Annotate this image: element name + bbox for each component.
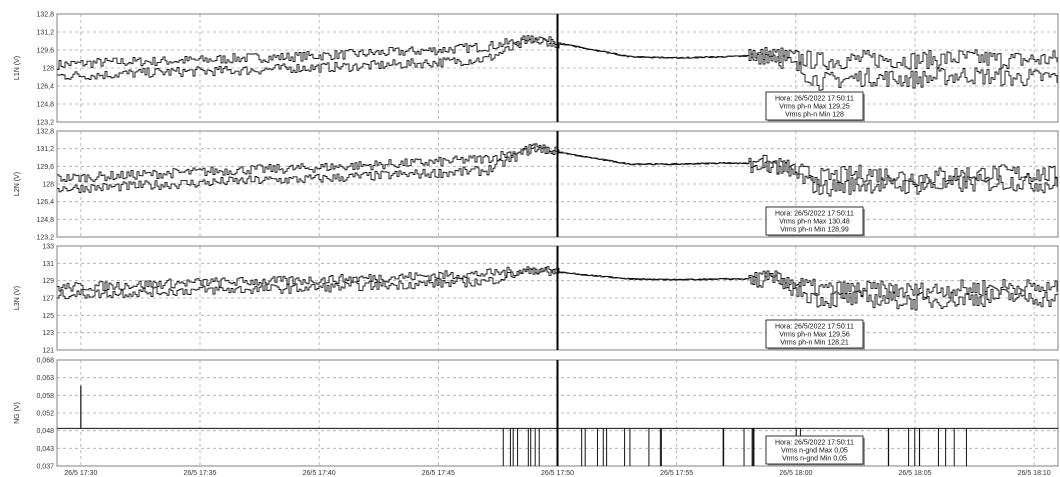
tooltip-line: Vrms ph-n Max 129,25 bbox=[779, 104, 850, 111]
tooltip-frame bbox=[765, 206, 864, 236]
y-tick-label: 125 bbox=[42, 313, 54, 320]
y-axis-label: L3N (V) bbox=[14, 286, 21, 310]
panel-1: 132,8 131,2 129,6 128 126,4 124,8 123,2 L1N (V)… bbox=[14, 12, 1059, 127]
y-tick-label: 127 bbox=[42, 296, 54, 303]
x-tick-label: 26/5 17:40 bbox=[303, 470, 336, 477]
panel-4: 0,068 0,063 0,058 0,052 0,048 0,043 0,037 NG (V… bbox=[14, 358, 1059, 471]
y-tick-label: 128 bbox=[42, 66, 54, 73]
y-tick-label: 129 bbox=[42, 278, 54, 285]
y-tick-label: 0,063 bbox=[36, 375, 54, 382]
series-line-2 bbox=[57, 35, 1058, 91]
tooltip-line: Hora: 26/5/2022 17:50:11 bbox=[775, 324, 854, 331]
y-tick-label: 132,8 bbox=[36, 129, 54, 136]
tooltip-line: Vrms ph-n Max 130,48 bbox=[779, 219, 850, 226]
x-tick-label: 26/5 18:10 bbox=[1018, 470, 1051, 477]
series-line-2 bbox=[57, 143, 1058, 197]
y-tick-label: 126,4 bbox=[36, 199, 54, 206]
tooltip-line: Vrms n-gnd Min 0,05 bbox=[782, 456, 847, 463]
x-tick-label: 26/5 17:45 bbox=[422, 470, 455, 477]
tooltip-frame bbox=[765, 91, 864, 121]
y-tick-label: 0,048 bbox=[36, 428, 54, 435]
tooltip-line: Vrms ph-n Min 128,21 bbox=[780, 340, 849, 347]
y-tick-label: 123,2 bbox=[36, 235, 54, 242]
tooltip-line: Vrms ph-n Min 128,99 bbox=[780, 227, 849, 234]
y-axis-label: L1N (V) bbox=[14, 56, 21, 80]
plot-area bbox=[57, 143, 1058, 197]
tooltip-frame bbox=[765, 319, 864, 349]
y-tick-label: 124,8 bbox=[36, 217, 54, 224]
x-tick-label: 26/5 17:30 bbox=[64, 470, 97, 477]
x-tick-label: 26/5 17:50 bbox=[541, 470, 574, 477]
y-tick-label: 126,4 bbox=[36, 84, 54, 91]
series-line-1 bbox=[57, 143, 1058, 187]
tooltip-line: Vrms ph-n Max 129,56 bbox=[779, 332, 850, 339]
y-tick-label: 131,2 bbox=[36, 146, 54, 153]
y-axis-label: NG (V) bbox=[14, 402, 21, 424]
tooltip-line: Vrms n-gnd Max 0,05 bbox=[781, 448, 848, 455]
y-axis-label: L2N (V) bbox=[14, 172, 21, 196]
y-tick-label: 128 bbox=[42, 182, 54, 189]
panel-2: 132,8 131,2 129,6 128 126,4 124,8 123,2 L2N (V)… bbox=[14, 129, 1059, 242]
y-tick-label: 123 bbox=[42, 330, 54, 337]
y-tick-label: 0,068 bbox=[36, 358, 54, 365]
y-tick-label: 132,8 bbox=[36, 12, 54, 19]
tooltip-line: Vrms ph-n Min 128 bbox=[785, 112, 844, 119]
y-tick-label: 129,6 bbox=[36, 164, 54, 171]
x-tick-label: 26/5 17:55 bbox=[660, 470, 693, 477]
panel-3: 133 131 129 127 125 123 121 L3N (V) Hora: 26/5/2… bbox=[14, 244, 1059, 355]
tooltip-frame bbox=[765, 435, 864, 465]
y-tick-label: 0,058 bbox=[36, 393, 54, 400]
tooltip-line: Hora: 26/5/2022 17:50:11 bbox=[775, 211, 854, 218]
y-tick-label: 133 bbox=[42, 244, 54, 251]
y-tick-label: 123,2 bbox=[36, 120, 54, 127]
tooltip-line: Hora: 26/5/2022 17:50:11 bbox=[775, 440, 854, 447]
x-tick-label: 26/5 17:35 bbox=[183, 470, 216, 477]
y-tick-label: 0,043 bbox=[36, 446, 54, 453]
y-tick-label: 0,052 bbox=[36, 411, 54, 418]
series-line-2 bbox=[57, 266, 1058, 311]
y-tick-label: 0,037 bbox=[36, 464, 54, 471]
y-tick-label: 131,2 bbox=[36, 30, 54, 37]
x-tick-label: 26/5 18:00 bbox=[779, 470, 812, 477]
y-tick-label: 131 bbox=[42, 261, 54, 268]
tooltip-line: Hora: 26/5/2022 17:50:11 bbox=[775, 96, 854, 103]
y-tick-label: 124,8 bbox=[36, 102, 54, 109]
y-tick-label: 129,6 bbox=[36, 48, 54, 55]
x-tick-label: 26/5 18:05 bbox=[898, 470, 931, 477]
y-tick-label: 121 bbox=[42, 348, 54, 355]
